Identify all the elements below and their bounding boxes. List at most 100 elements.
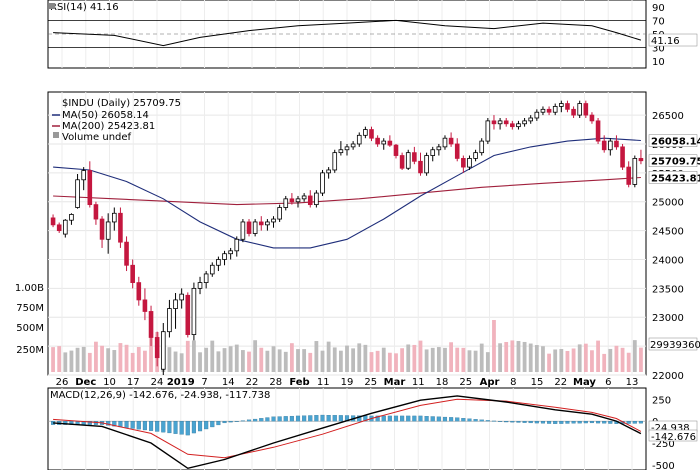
- volume-bar: [375, 350, 380, 372]
- macd-histogram-bar: [553, 420, 558, 424]
- volume-bar: [406, 344, 411, 372]
- candle-body: [399, 155, 405, 169]
- candle-body: [295, 198, 301, 203]
- volume-bar: [412, 344, 417, 372]
- candle-body: [307, 195, 313, 206]
- date-label: 7: [201, 377, 207, 388]
- candle-body: [179, 293, 184, 301]
- volume-bar: [626, 352, 631, 372]
- macd-histogram-bar: [191, 420, 196, 434]
- date-label: 24: [151, 377, 164, 388]
- volume-bar: [75, 347, 80, 372]
- candle-body: [540, 108, 546, 113]
- macd-histogram-bar: [504, 420, 509, 423]
- tag-volume-box: [648, 337, 698, 351]
- candle-body: [473, 152, 478, 159]
- macd-histogram-bar: [393, 415, 399, 422]
- candle-body: [442, 137, 448, 148]
- volume-bar: [185, 340, 190, 372]
- candle-body: [448, 137, 454, 145]
- candle-body: [222, 253, 227, 260]
- volume-bar: [265, 350, 270, 372]
- macd-histogram-bar: [559, 420, 564, 424]
- macd-tick-label: -250: [652, 439, 675, 450]
- macd-histogram-bar: [571, 420, 576, 424]
- volume-bar: [541, 346, 545, 372]
- volume-bar: [308, 352, 313, 372]
- candle-body: [503, 120, 509, 125]
- candle-body: [160, 331, 166, 370]
- candle-body: [228, 250, 233, 255]
- macd-histogram-bar: [320, 414, 325, 422]
- date-label: 11: [412, 377, 425, 388]
- volume-bar: [216, 351, 221, 372]
- tag-ma200-box: [648, 171, 698, 184]
- macd-histogram-bar: [112, 420, 117, 427]
- date-label: Dec: [75, 377, 96, 388]
- macd-histogram-bar: [528, 420, 533, 424]
- volume-bar: [608, 348, 613, 372]
- volume-tick-label: 750M: [16, 303, 44, 314]
- candle-body: [167, 308, 172, 333]
- price-tick-label: 23000: [652, 313, 684, 324]
- tag-ma50: 26058.14: [651, 137, 700, 148]
- macd-histogram-bar: [124, 420, 129, 428]
- volume-bar: [473, 350, 478, 372]
- price-tick-label: 22000: [652, 371, 684, 382]
- volume-bar: [69, 350, 74, 372]
- macd-histogram-bar: [271, 416, 276, 422]
- candle-body: [283, 198, 289, 208]
- volume-bar: [81, 346, 86, 372]
- date-label: Feb: [289, 377, 309, 388]
- macd-histogram-bar: [510, 420, 515, 423]
- volume-bar: [363, 344, 368, 372]
- price-tick-label: 24500: [652, 227, 684, 238]
- candle-body: [234, 238, 240, 252]
- volume-bar: [173, 351, 178, 372]
- macd-histogram-bar: [498, 420, 503, 422]
- macd-histogram-bar: [534, 420, 539, 424]
- volume-bar: [498, 343, 502, 372]
- price-title: $INDU (Daily) 25709.75: [62, 98, 181, 109]
- date-label: 15: [531, 377, 544, 388]
- macd-histogram-bar: [638, 420, 643, 424]
- volume-bar: [510, 340, 515, 372]
- candle-body: [375, 137, 380, 145]
- macd-histogram-bar: [430, 416, 435, 422]
- macd-histogram-bar: [155, 420, 160, 432]
- date-label: 6: [605, 377, 611, 388]
- volume-bar: [516, 341, 521, 372]
- candle-body: [356, 134, 362, 145]
- macd-histogram-bar: [632, 420, 637, 424]
- volume-bar: [118, 343, 123, 372]
- volume-bar: [479, 343, 484, 372]
- date-label: 17: [127, 377, 140, 388]
- candle-body: [485, 120, 491, 142]
- volume-bar: [449, 342, 454, 372]
- macd-histogram-bar: [148, 420, 154, 431]
- candle-body: [56, 224, 62, 232]
- legend-volume: Volume undef: [62, 132, 132, 143]
- macd-histogram-bar: [326, 415, 331, 422]
- macd-histogram-bar: [516, 420, 521, 423]
- macd-histogram-bar: [577, 420, 582, 424]
- price-tick-label: 24000: [652, 255, 684, 266]
- candle-body: [583, 103, 589, 116]
- macd-layer: [48, 395, 646, 470]
- rsi-tick-label: 90: [652, 3, 665, 14]
- macd-histogram-bar: [314, 415, 319, 422]
- macd-histogram-bar: [626, 420, 631, 424]
- volume-bar: [424, 349, 429, 372]
- legend-volume-swatch: [53, 132, 59, 138]
- candle-body: [87, 170, 93, 206]
- date-label: Mar: [384, 377, 406, 388]
- macd-histogram-bar: [583, 420, 588, 424]
- candle-body: [491, 120, 497, 125]
- tag-last: 25709.75: [651, 157, 700, 168]
- volume-bar: [332, 347, 337, 372]
- volume-bar: [400, 348, 405, 372]
- candle-body: [559, 103, 564, 107]
- volume-bar: [136, 347, 141, 372]
- macd-histogram-bar: [130, 420, 135, 429]
- macd-tick-label: 250: [652, 395, 671, 406]
